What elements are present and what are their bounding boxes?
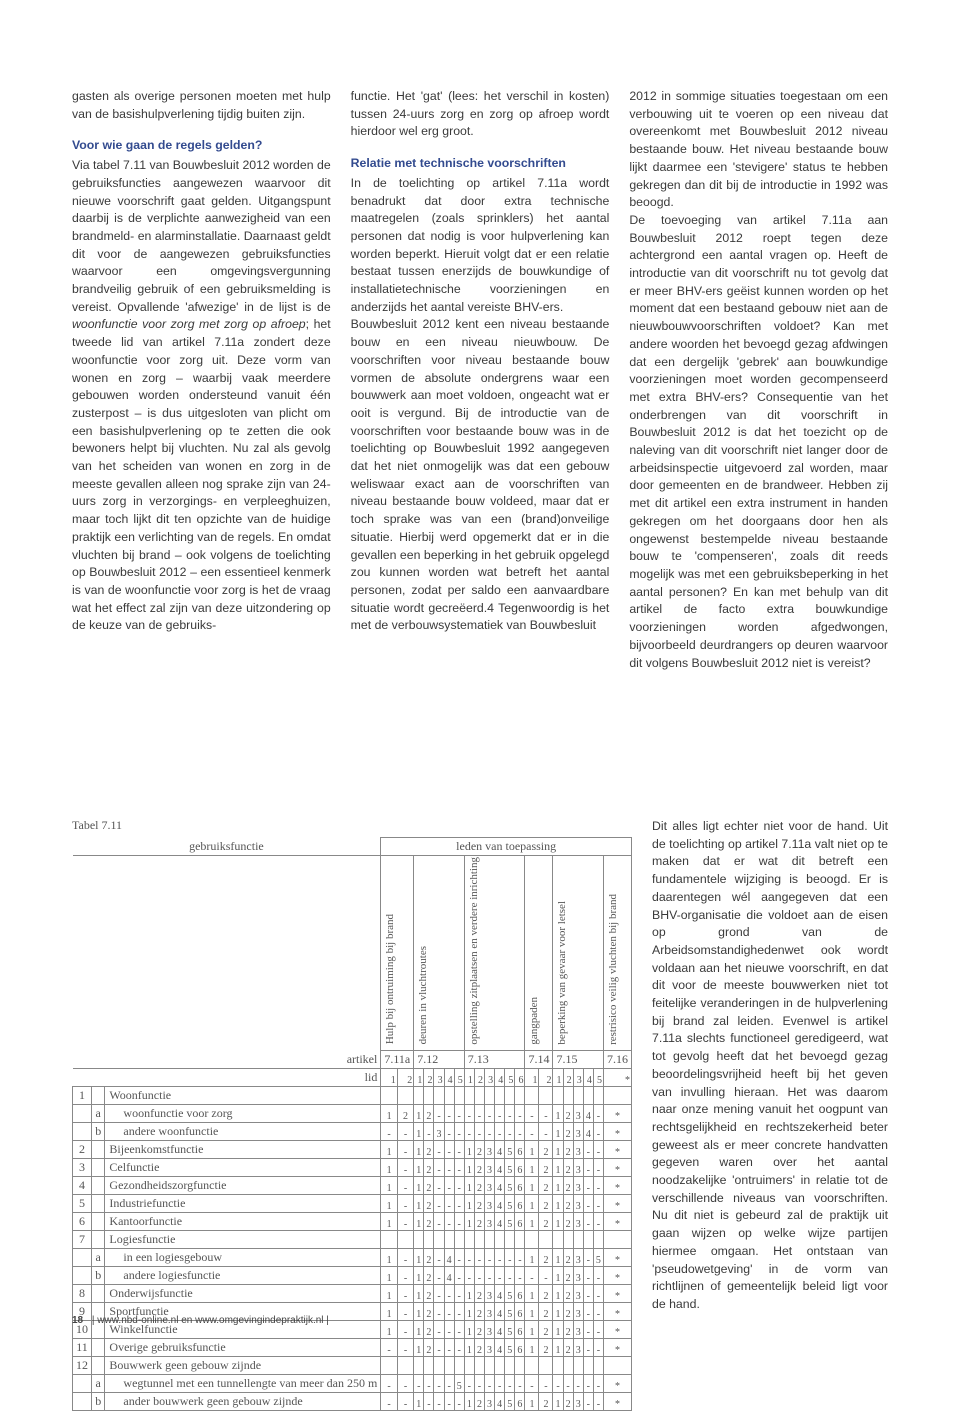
col1-para2: Via tabel 7.11 van Bouwbesluit 2012 word…: [72, 157, 331, 635]
col1-heading: Voor wie gaan de regels gelden?: [72, 137, 331, 155]
table-row: bander bouwwerk geen gebouw zijnde--1---…: [73, 1392, 632, 1410]
table-row: bandere woonfunctie--1-3----------1234-*: [73, 1122, 632, 1140]
col2-para3: Bouwbesluit 2012 kent een niveau bestaan…: [351, 316, 610, 635]
table-caption: Tabel 7.11: [72, 818, 632, 833]
table-row: 12Bouwwerk geen gebouw zijnde: [73, 1356, 632, 1374]
table-row: 11Overige gebruiksfunctie--12---12345612…: [73, 1338, 632, 1356]
page-number: 18: [72, 1315, 83, 1326]
column-3-below: Dit alles ligt echter niet voor de hand.…: [652, 818, 888, 1314]
col3-para1: 2012 in sommige situaties toegestaan om …: [629, 88, 888, 212]
table-row: 7Logiesfunctie: [73, 1230, 632, 1248]
column-2: functie. Het 'gat' (lees: het verschil i…: [351, 88, 610, 672]
col3b-para1: Dit alles ligt echter niet voor de hand.…: [652, 818, 888, 1314]
table-row: 2Bijeenkomstfunctie1-12---12345612123--*: [73, 1140, 632, 1158]
col3-para2: De toevoeging van artikel 7.11a aan Bouw…: [629, 212, 888, 672]
table-row: 3Celfunctie1-12---12345612123--*: [73, 1158, 632, 1176]
column-3-top: 2012 in sommige situaties toegestaan om …: [629, 88, 888, 672]
table-row: bandere logiesfunctie1-12-4---------123-…: [73, 1266, 632, 1284]
table-row: 5Industriefunctie1-12---12345612123--*: [73, 1194, 632, 1212]
table-row: 8Onderwijsfunctie1-12---12345612123--*: [73, 1284, 632, 1302]
table-row: ain een logiesgebouw1-12-4-------12123-5…: [73, 1248, 632, 1266]
col1-para1: gasten als overige personen moeten met h…: [72, 88, 331, 123]
table-row: 1Woonfunctie: [73, 1086, 632, 1104]
table-row: 4Gezondheidszorgfunctie1-12---1234561212…: [73, 1176, 632, 1194]
footer-text: www.nbd-online.nl en www.omgevingindepra…: [97, 1315, 329, 1326]
table-row: 6Kantoorfunctie1-12---12345612123--*: [73, 1212, 632, 1230]
column-1: gasten als overige personen moeten met h…: [72, 88, 331, 672]
table-row: awegtunnel met een tunnellengte van meer…: [73, 1374, 632, 1392]
col2-heading: Relatie met technische voorschriften: [351, 155, 610, 173]
table-row: awoonfunctie voor zorg1212-----------123…: [73, 1104, 632, 1122]
col2-para2: In de toelichting op artikel 7.11a wordt…: [351, 175, 610, 317]
page-footer: 18 | www.nbd-online.nl en www.omgevingin…: [72, 1315, 329, 1326]
col2-para1: functie. Het 'gat' (lees: het verschil i…: [351, 88, 610, 141]
